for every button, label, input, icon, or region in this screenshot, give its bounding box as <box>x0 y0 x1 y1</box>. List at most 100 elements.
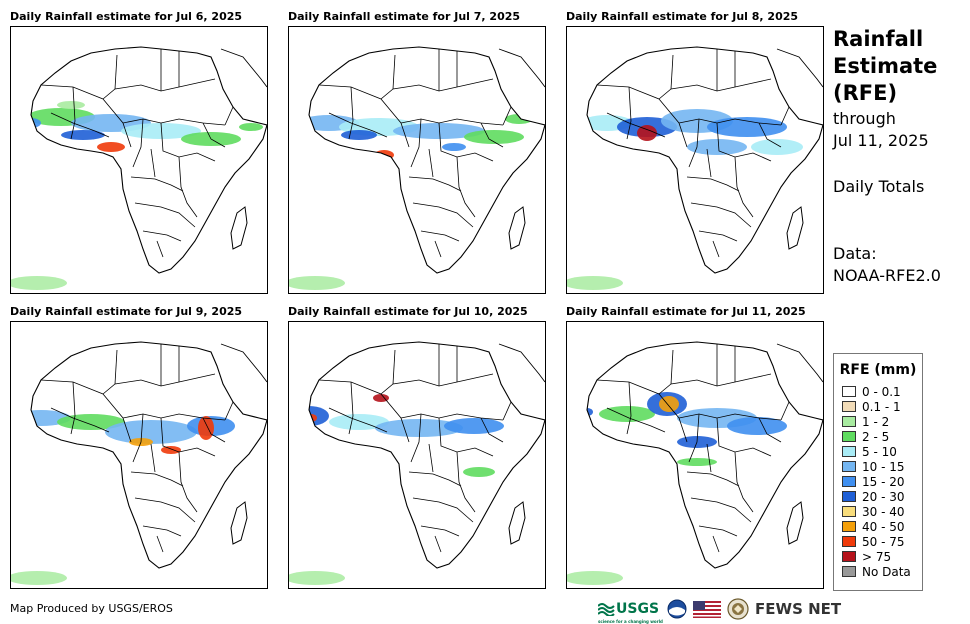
madagascar-outline <box>230 206 248 250</box>
country-border <box>348 381 354 435</box>
country-border <box>626 381 632 435</box>
ocean-rainfall <box>289 571 345 585</box>
country-border <box>712 535 720 553</box>
country-border <box>606 407 666 433</box>
country-border <box>626 86 632 140</box>
ocean-rainfall <box>11 276 67 290</box>
legend-row: 2 - 5 <box>842 429 922 444</box>
data-label: Data: <box>833 244 877 263</box>
country-border <box>502 106 512 126</box>
rainfall-area <box>442 143 466 151</box>
africa-map-jul-9 <box>11 341 267 585</box>
legend-row: > 75 <box>842 549 922 564</box>
arabia-coast <box>220 343 267 383</box>
rainfall-layer <box>31 410 235 454</box>
usgs-logo: USGS science for a changing world <box>598 601 663 624</box>
through-label: through <box>833 109 896 128</box>
coastline <box>30 341 267 569</box>
country-border <box>686 176 740 192</box>
madagascar-outline <box>508 501 526 545</box>
country-border <box>156 535 164 553</box>
country-border <box>410 118 422 168</box>
panel-title-6: Daily Rainfall estimate for Jul 11, 2025 <box>566 305 806 318</box>
rainfall-area <box>57 101 85 109</box>
country-border <box>412 497 474 523</box>
country-border <box>102 78 216 100</box>
ocean-rainfall <box>289 276 345 290</box>
rainfall-area <box>373 394 389 402</box>
country-border <box>392 54 396 90</box>
country-border <box>380 373 494 395</box>
country-border <box>392 349 396 385</box>
rainfall-area <box>751 139 803 155</box>
rainfall-area <box>727 417 787 435</box>
legend-label: 30 - 40 <box>862 504 905 519</box>
country-border <box>122 118 226 126</box>
country-border <box>712 240 720 258</box>
country-border <box>410 413 422 463</box>
state-department-seal-icon <box>727 598 749 620</box>
legend-label: 5 - 10 <box>862 444 897 459</box>
country-border <box>400 118 504 126</box>
legend-swatch <box>842 386 856 397</box>
coastline <box>308 341 545 569</box>
producer-credit: Map Produced by USGS/EROS <box>10 602 173 615</box>
country-border <box>130 176 184 192</box>
rainfall-area <box>519 512 527 532</box>
data-source: NOAA-RFE2.0 <box>833 266 941 285</box>
panel-title-5: Daily Rainfall estimate for Jul 10, 2025 <box>288 305 528 318</box>
country-border <box>698 525 738 537</box>
rainfall-area <box>341 130 377 140</box>
rainfall-area <box>121 123 201 139</box>
rainfall-area <box>659 396 679 412</box>
legend-label: 0 - 0.1 <box>862 384 901 399</box>
usgs-tagline: science for a changing world <box>598 619 663 624</box>
country-border <box>132 413 144 463</box>
country-border <box>706 148 712 178</box>
arabia-coast <box>498 48 545 88</box>
country-border <box>456 156 476 218</box>
country-border <box>480 122 504 148</box>
country-border <box>690 202 752 228</box>
through-date: Jul 11, 2025 <box>833 131 929 150</box>
country-border <box>688 413 700 463</box>
rainfall-area <box>393 123 485 139</box>
rainfall-area <box>464 130 524 144</box>
country-border <box>734 156 754 218</box>
legend-row: 0 - 0.1 <box>842 384 922 399</box>
country-border <box>688 118 700 168</box>
agency-logos: USGS science for a changing world FEWS N… <box>598 597 841 624</box>
country-border <box>434 240 442 258</box>
rainfall-area <box>444 418 504 434</box>
rainfall-area <box>239 123 263 131</box>
country-border <box>420 525 460 537</box>
legend-row: 20 - 30 <box>842 489 922 504</box>
country-border <box>606 112 666 138</box>
panel-title-4: Daily Rainfall estimate for Jul 9, 2025 <box>10 305 243 318</box>
rainfall-area <box>31 410 71 426</box>
arabia-coast <box>498 343 545 383</box>
country-border <box>670 54 674 90</box>
madagascar-outline <box>508 206 526 250</box>
rainfall-layer <box>309 114 533 273</box>
legend-row: 40 - 50 <box>842 519 922 534</box>
legend-row: 15 - 20 <box>842 474 922 489</box>
country-border <box>706 443 712 473</box>
legend-swatch <box>842 566 856 577</box>
country-border <box>658 78 772 100</box>
country-border <box>224 401 234 421</box>
country-border <box>134 497 196 523</box>
main-title-line-3: (RFE) <box>833 81 898 105</box>
rainfall-area <box>374 150 394 160</box>
rainfall-area <box>198 416 214 440</box>
legend-row: 1 - 2 <box>842 414 922 429</box>
legend-row: 10 - 15 <box>842 459 922 474</box>
country-border <box>428 443 434 473</box>
country-border <box>686 471 740 487</box>
main-title-line-1: Rainfall <box>833 27 924 51</box>
panel-title-2: Daily Rainfall estimate for Jul 7, 2025 <box>288 10 521 23</box>
country-border <box>202 122 226 148</box>
country-border <box>658 373 772 395</box>
legend-swatch <box>842 521 856 532</box>
country-border <box>690 497 752 523</box>
